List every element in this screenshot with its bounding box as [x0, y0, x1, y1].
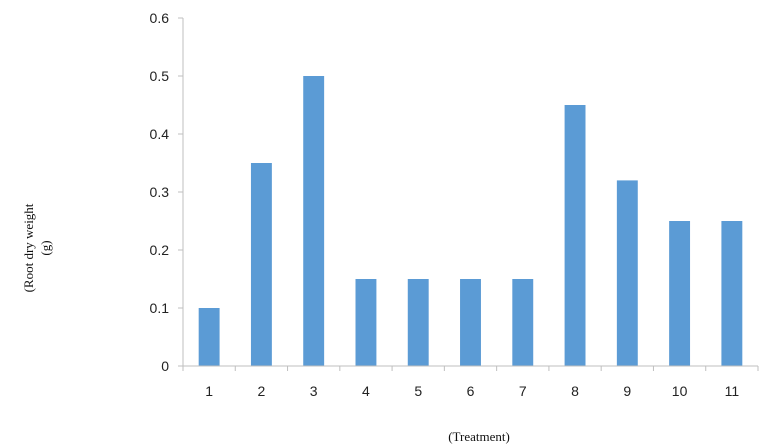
bar-6 [460, 279, 481, 366]
x-tick-label: 2 [258, 383, 266, 399]
x-tick-label: 3 [310, 383, 318, 399]
bar-4 [355, 279, 377, 366]
bar-9 [616, 180, 638, 366]
bar-8 [564, 105, 586, 366]
bar-2 [250, 163, 272, 366]
x-tick-label: 11 [725, 383, 740, 399]
y-tick-label: 0.1 [150, 300, 170, 316]
x-tick-label: 8 [571, 383, 579, 399]
x-axis-title: (Treatment) [448, 429, 510, 444]
y-tick-label: 0.2 [150, 242, 170, 258]
y-tick-label: 0.6 [150, 10, 170, 26]
y-axis: 0 0.1 0.2 0.3 0.4 0.5 0.6 [150, 10, 184, 374]
x-tick-label: 1 [205, 383, 213, 399]
bars [198, 76, 743, 366]
bar-7 [512, 279, 534, 366]
bar-10 [669, 221, 691, 366]
y-axis-title-line1: (Root dry weight [21, 203, 36, 292]
y-tick-label: 0.4 [150, 126, 170, 142]
bar-5 [407, 279, 429, 366]
x-tick-label: 6 [467, 383, 475, 399]
y-tick-label: 0 [161, 358, 169, 374]
bar-3 [303, 76, 325, 366]
x-axis: 1 2 3 4 5 6 7 8 9 10 11 [182, 365, 759, 399]
bar-11 [721, 221, 743, 366]
y-tick-label: 0.5 [150, 68, 170, 84]
y-tick-label: 0.3 [150, 184, 170, 200]
x-tick-label: 9 [623, 383, 631, 399]
bar-1 [198, 308, 220, 366]
x-tick-label: 7 [519, 383, 527, 399]
y-axis-title-line2: (g) [38, 240, 53, 255]
x-tick-label: 4 [362, 383, 370, 399]
x-tick-label: 10 [672, 383, 688, 399]
x-tick-label: 5 [414, 383, 422, 399]
